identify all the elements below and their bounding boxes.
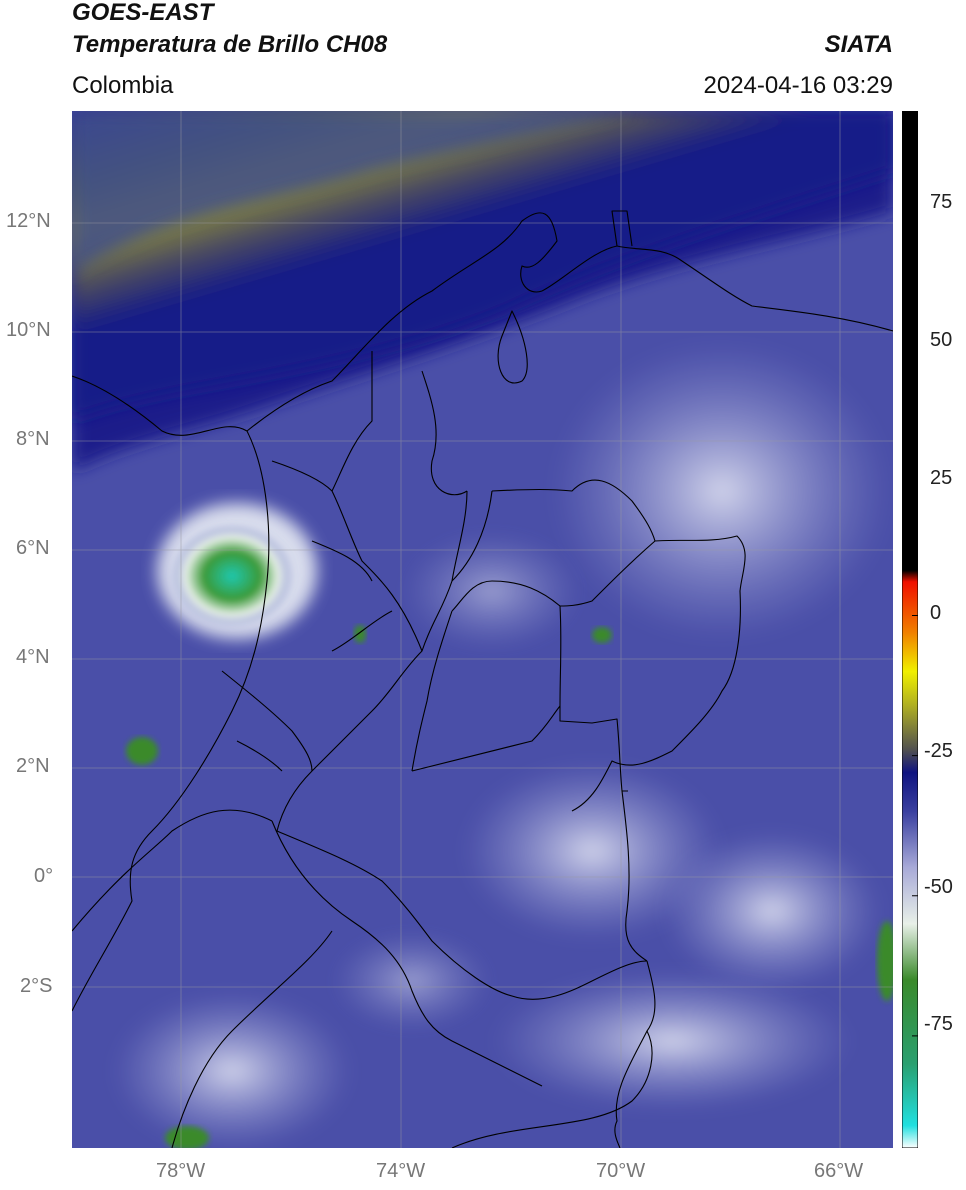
colorbar — [902, 111, 918, 1148]
lat-label-12n: 12°N — [6, 210, 51, 232]
lon-label-78w: 78°W — [156, 1160, 206, 1182]
lat-label-2n: 2°N — [16, 755, 50, 777]
lat-label-2s: 2°S — [20, 975, 53, 997]
colorbar-tick-minus25: -25 — [924, 740, 953, 762]
satellite-title: GOES-EAST — [72, 0, 214, 26]
colorbar-tick-minus50: -50 — [924, 876, 953, 898]
colorbar-tick-25: 25 — [930, 467, 953, 489]
lat-label-4n: 4°N — [16, 646, 50, 668]
lon-label-74w: 74°W — [376, 1160, 426, 1182]
colorbar-tick-0: 0 — [930, 602, 942, 624]
lat-label-0: 0° — [34, 865, 54, 887]
colorbar-fill — [902, 111, 918, 1148]
colorbar-tick-75: 75 — [930, 191, 953, 213]
region-label: Colombia — [72, 72, 174, 99]
org-title: SIATA — [824, 31, 893, 58]
lon-label-66w: 66°W — [814, 1160, 864, 1182]
datetime-label: 2024-04-16 03:29 — [703, 72, 894, 99]
lat-label-10n: 10°N — [6, 319, 51, 341]
product-title: Temperatura de Brillo CH08 — [72, 31, 388, 58]
lat-label-8n: 8°N — [16, 428, 50, 450]
colorbar-tick-minus75: -75 — [924, 1013, 953, 1035]
brightness-temperature-map — [72, 111, 893, 1148]
colorbar-tick-50: 50 — [930, 329, 953, 351]
lat-label-6n: 6°N — [16, 537, 50, 559]
lon-label-70w: 70°W — [596, 1160, 646, 1182]
